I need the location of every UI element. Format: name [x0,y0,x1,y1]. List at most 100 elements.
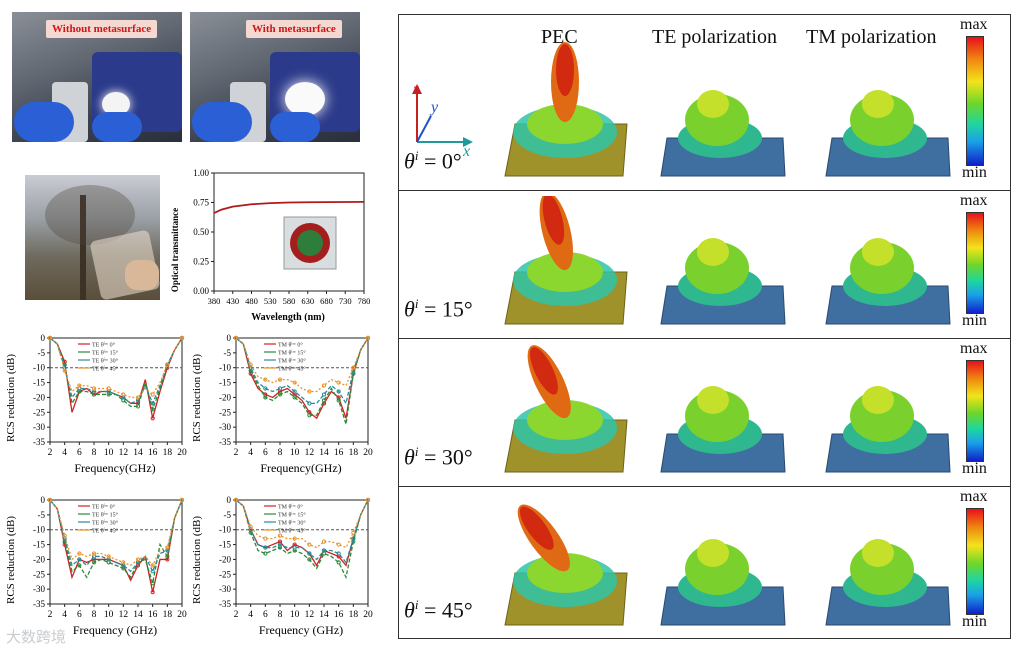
x-tick-label: 8 [92,448,97,458]
data-point [77,563,82,568]
x-tick-label: 20 [363,448,373,458]
colorbar-max-label: max [960,488,988,505]
plot-frame [235,337,369,443]
data-point [321,383,327,388]
x-tick-label: 16 [334,448,344,458]
y-tick-label: 1.00 [193,168,209,178]
x-tick-label: 530 [264,296,277,306]
data-point [121,392,126,397]
pec-side-lobes-upper [527,252,603,292]
data-point [292,536,297,541]
x-tick-label: 10 [290,610,300,620]
x-tick-label: 20 [177,610,187,620]
pec-side-lobes-upper [527,104,603,144]
incidence-angle-label: θi = 30° [404,444,473,470]
plot-frame [49,337,183,443]
x-tick-label: 780 [358,296,371,306]
data-point [91,386,97,391]
data-point [263,545,268,550]
series-line [49,499,183,567]
data-point [336,551,341,556]
y-tick-label: -5 [38,510,46,520]
series-line [235,337,369,420]
pec-main-lobe-peak [542,196,565,245]
row-divider [398,338,1011,339]
row-divider [398,190,1011,191]
header-tm: TM polarization [806,26,937,48]
data-point [321,548,327,553]
data-point [292,395,297,400]
x-tick-label: 430 [226,296,239,306]
colorbar-max-label: max [960,340,988,357]
colorbar [966,508,984,615]
legend-entry: TE θⁱ= 30° [92,357,119,365]
tm-scattering-pattern [825,539,951,626]
te-scattering-pattern [660,238,786,325]
legend-entry: TM θⁱ= 45° [278,365,306,373]
x-tick-label: 18 [163,610,173,620]
data-point [365,497,371,503]
data-point [165,362,170,367]
data-point [150,590,155,595]
te-lobe-top [697,539,729,567]
legend-entry: TM θⁱ= 15° [278,511,306,519]
y-tick-label: -30 [219,422,231,432]
tm-scattering-pattern [825,90,951,177]
data-point [135,395,141,400]
colorbar-min-label: min [962,312,987,329]
data-point [91,560,97,565]
data-point [121,560,126,565]
x-tick-label: 10 [104,448,114,458]
data-point [336,542,341,547]
colorbar-min-label: min [962,460,987,477]
data-point [307,557,312,562]
y-tick-label: 0 [41,333,46,343]
data-point [62,533,67,538]
x-tick-label: 14 [319,610,329,620]
data-point [91,551,97,556]
legend-entry: TM θⁱ= 0° [278,341,303,349]
x-tick-label: 630 [301,296,314,306]
y-tick-label: -25 [33,569,45,579]
y-tick-label: -20 [219,392,231,402]
data-point [77,383,82,388]
data-point [47,335,53,341]
rcs-ylabel: RCS reduction (dB) [191,516,203,604]
te-lobe-top [697,90,729,118]
transparent-sample-photo [25,175,160,300]
te-lobe-top [697,386,729,414]
data-point [292,380,297,385]
rcs-ylabel: RCS reduction (dB) [191,354,203,442]
pec-side-lobes-upper [527,553,603,593]
colorbar-min-label: min [962,164,987,181]
x-tick-label: 580 [283,296,296,306]
x-tick-label: 16 [148,448,158,458]
incidence-angle-label: θi = 45° [404,597,473,623]
photo-with-metasurface: With metasurface [190,12,360,142]
y-tick-label: -20 [33,554,45,564]
legend-entry: TM θⁱ= 45° [278,527,306,535]
x-tick-label: 18 [349,448,359,458]
data-point [179,497,185,503]
y-tick-label: -15 [219,378,231,388]
legend-entry: TE θⁱ= 15° [92,349,119,357]
te-scattering-pattern [660,539,786,626]
y-tick-label: -5 [224,348,232,358]
data-point [150,392,155,397]
tm-lobe-top [862,238,894,266]
y-axis-label: y [429,99,439,116]
x-tick-label: 12 [305,610,315,620]
data-point [150,407,155,412]
y-tick-label: 0 [227,495,232,505]
legend-entry: TE θⁱ= 30° [92,519,119,527]
data-point [351,530,356,535]
y-tick-label: -5 [224,510,232,520]
x-tick-label: 8 [278,610,283,620]
y-tick-label: 0 [41,495,46,505]
data-point [77,557,82,562]
y-tick-label: -15 [33,540,45,550]
x-tick-label: 14 [133,610,143,620]
data-point [135,404,141,409]
transmittance-xlabel: Wavelength (nm) [251,312,325,323]
y-tick-label: -20 [219,554,231,564]
